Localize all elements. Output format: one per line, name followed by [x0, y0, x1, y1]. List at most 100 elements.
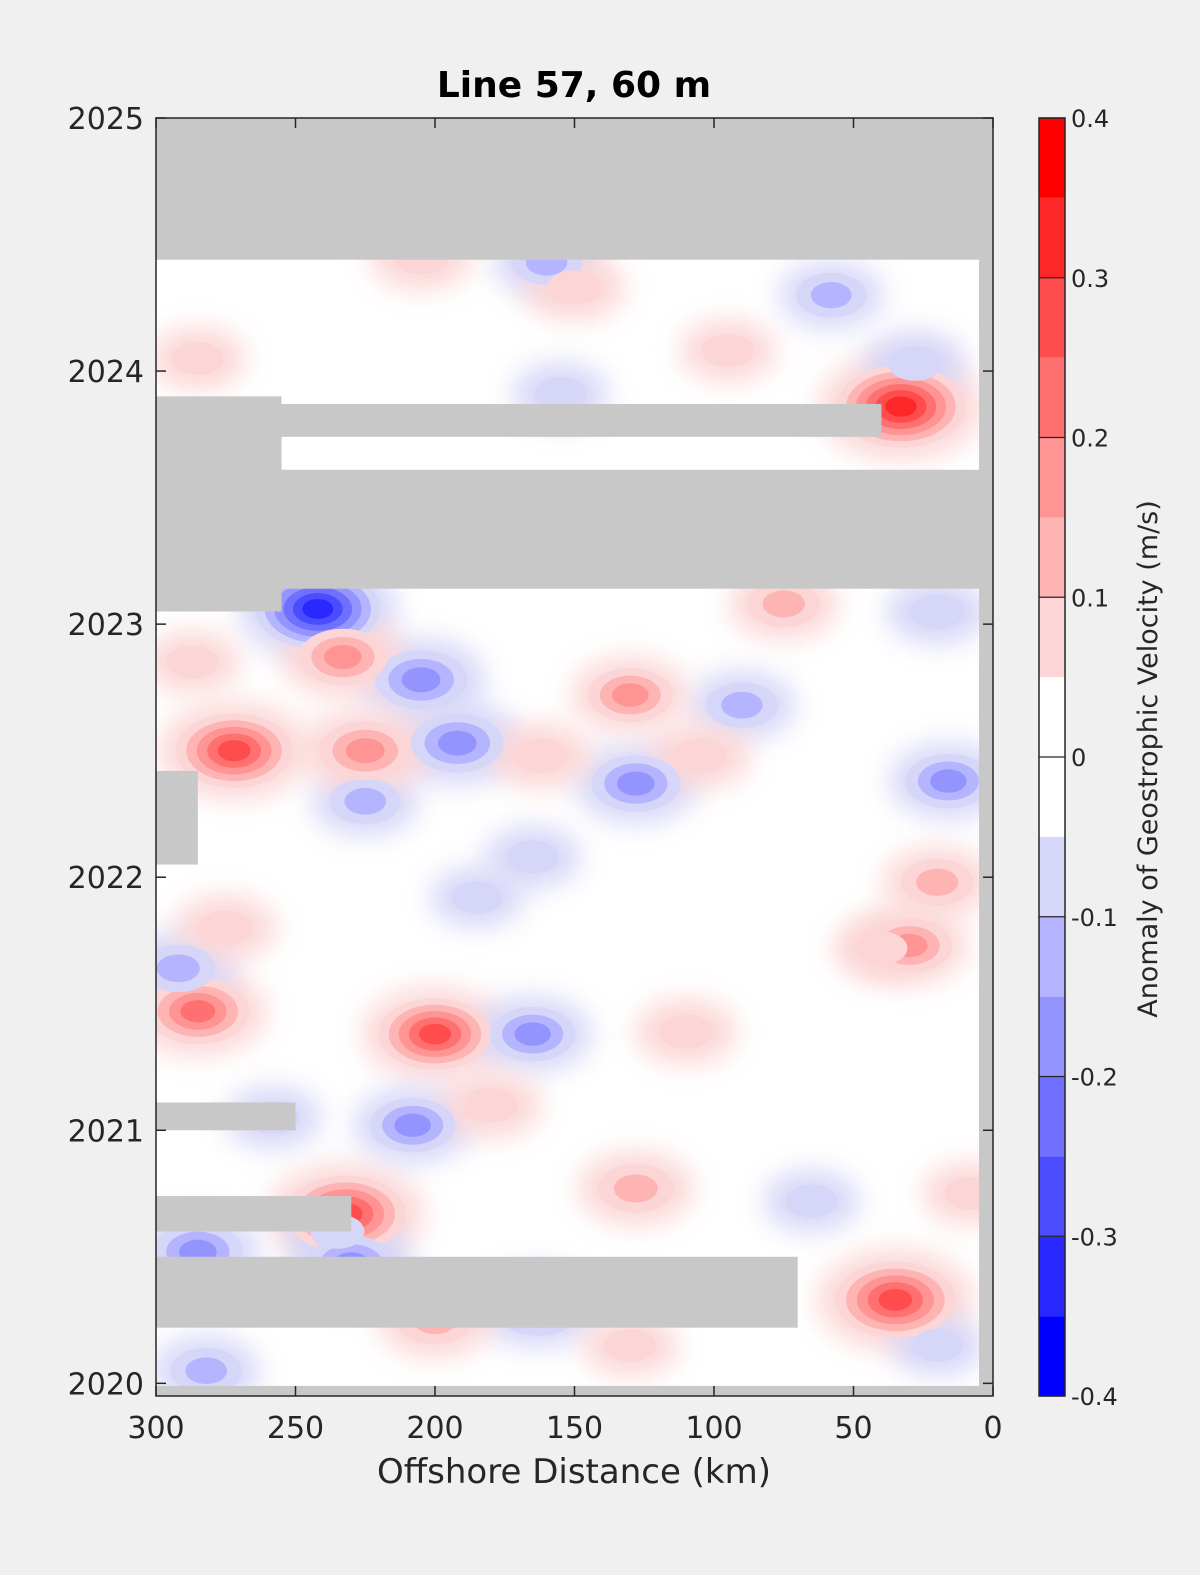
contour-feature-core: [451, 881, 503, 914]
contour-band: [604, 1328, 657, 1362]
colorbar-swatch: [1039, 916, 1065, 997]
x-tick-label: 50: [834, 1411, 872, 1446]
contour-feature-core: [378, 998, 492, 1070]
contour-band: [451, 881, 503, 914]
contour-feature-core: [887, 346, 942, 381]
contour-band: [930, 769, 967, 793]
x-tick-label: 100: [685, 1411, 742, 1446]
y-axis: 2020 2021 2022 2023 2024 2025: [68, 102, 993, 1402]
y-tick-label: 2022: [68, 861, 144, 896]
no-data-region: [979, 118, 993, 1396]
colorbar: 0.4 0.3 0.2 0.1 0 -0.1 -0.2 -0.3 -0.4: [1038, 105, 1118, 1411]
contour-feature-core: [513, 738, 569, 774]
colorbar-swatch: [1039, 757, 1065, 837]
contour-feature-core: [785, 1184, 838, 1218]
contour-feature-core: [591, 755, 681, 812]
contour-feature-core: [706, 682, 778, 728]
colorbar-swatch: [1039, 677, 1065, 757]
contour-band: [171, 341, 224, 376]
contour-band: [910, 594, 965, 629]
contour-feature-core: [329, 778, 401, 825]
contour-band: [513, 738, 569, 774]
contour-band: [911, 1329, 963, 1362]
contour-band-layer: [156, 239, 993, 1394]
contour-feature-core: [463, 1087, 518, 1123]
contour-feature-core: [910, 594, 965, 629]
no-data-region: [156, 1196, 352, 1232]
contour-band: [166, 645, 219, 679]
colorbar-tick-label: -0.4: [1071, 1383, 1118, 1411]
contour-feature-core: [198, 910, 253, 946]
colorbar-swatch: [1039, 437, 1065, 518]
colorbar-swatch: [1039, 996, 1065, 1077]
contour-band: [885, 396, 917, 417]
contour-band: [463, 1087, 518, 1123]
no-data-region: [156, 403, 882, 437]
colorbar-tick-label: -0.1: [1071, 904, 1118, 932]
colorbar-swatch: [1039, 277, 1065, 358]
contour-band: [401, 667, 441, 693]
contour-band: [785, 1184, 838, 1218]
x-axis-label: Offshore Distance (km): [377, 1452, 771, 1492]
contour-band: [916, 868, 959, 896]
no-data-region: [156, 1256, 798, 1328]
no-data-region: [156, 469, 993, 589]
colorbar-swatch: [1039, 1076, 1065, 1157]
contour-feature-core: [905, 753, 992, 809]
contour-feature-core: [900, 859, 974, 906]
colorbar-tick-label: 0.2: [1071, 425, 1109, 453]
x-tick-label: 0: [983, 1411, 1002, 1446]
contour-band: [721, 691, 763, 719]
contour-band: [324, 644, 362, 670]
contour-feature-core: [411, 713, 504, 773]
contour-band: [198, 910, 253, 946]
y-tick-label: 2021: [68, 1114, 144, 1149]
contour-feature-core: [672, 738, 728, 774]
contour-band: [878, 1288, 913, 1311]
contour-band: [613, 1174, 658, 1203]
colorbar-swatch: [1039, 197, 1065, 278]
contour-feature-core: [255, 569, 381, 649]
contour-band: [810, 282, 852, 309]
colorbar-tick-label: 0: [1071, 744, 1086, 772]
colorbar-tick-label: 0.1: [1071, 584, 1109, 612]
contour-feature-core: [604, 1328, 657, 1362]
contour-band: [506, 840, 559, 874]
contour-feature-core: [156, 944, 216, 992]
x-tick-label: 150: [546, 1411, 603, 1446]
contour-feature-core: [170, 1347, 242, 1394]
x-axis: 300 250 200 150 100 50 0: [127, 118, 1003, 1446]
contour-band: [514, 1022, 551, 1046]
contour-band: [672, 738, 728, 774]
contour-band: [217, 740, 251, 762]
x-tick-label: 200: [406, 1411, 463, 1446]
y-tick-label: 2020: [68, 1367, 144, 1402]
contour-band: [612, 683, 649, 707]
contour-band: [659, 1014, 714, 1049]
colorbar-swatch: [1039, 1316, 1065, 1396]
colorbar-swatch: [1039, 517, 1065, 598]
contour-feature-core: [702, 334, 754, 368]
colorbar-swatch: [1039, 836, 1065, 917]
contour-band: [534, 377, 587, 411]
contour-band: [437, 730, 477, 756]
contour-band: [702, 334, 754, 368]
contour-band: [185, 1357, 228, 1385]
contour-band: [345, 738, 385, 764]
contour-feature-core: [534, 377, 587, 411]
contour-feature-core: [835, 1261, 956, 1339]
x-tick-label: 250: [267, 1411, 324, 1446]
contour-feature-core: [597, 1164, 674, 1213]
colorbar-tick-label: -0.2: [1071, 1064, 1118, 1092]
contour-feature-core: [156, 978, 250, 1045]
contour-band: [762, 590, 805, 618]
no-data-region: [156, 1102, 296, 1131]
contour-feature-core: [369, 1097, 456, 1153]
contour-feature-core: [855, 931, 908, 965]
contour-feature-core: [319, 721, 412, 781]
contour-band: [394, 1113, 431, 1137]
contour-feature-core: [587, 667, 674, 723]
colorbar-tick-label: 0.4: [1071, 105, 1109, 133]
y-tick-label: 2024: [68, 355, 144, 390]
